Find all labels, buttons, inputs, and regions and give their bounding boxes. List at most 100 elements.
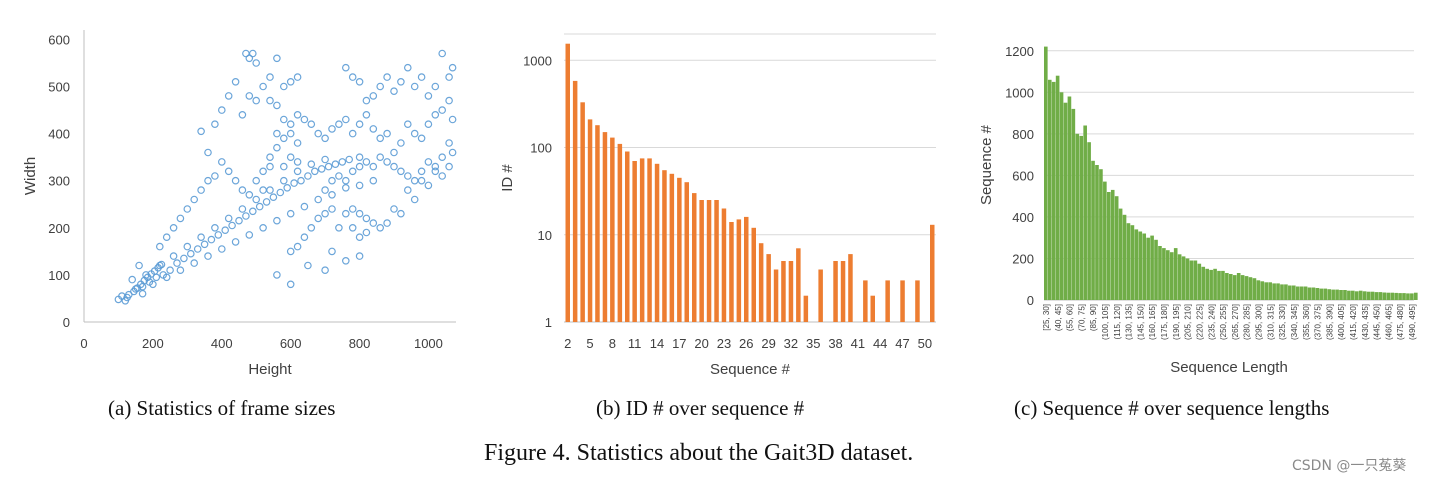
seqlen-x-tick-label: (295, 300] bbox=[1255, 304, 1264, 340]
scatter-point bbox=[397, 78, 405, 86]
seqlen-bar bbox=[1193, 260, 1198, 300]
seqlen-bar bbox=[1146, 237, 1150, 300]
idseq-bar bbox=[863, 280, 868, 322]
scatter-point bbox=[252, 96, 261, 105]
seqlen-x-tick-label: (370, 375] bbox=[1314, 304, 1323, 340]
seqlen-bar bbox=[1162, 248, 1166, 300]
idseq-bar bbox=[751, 227, 756, 322]
seqlen-x-tick-label: (325, 330] bbox=[1278, 304, 1287, 340]
scatter-point bbox=[341, 176, 350, 185]
scatter-point bbox=[410, 82, 419, 91]
seqlen-bar bbox=[1059, 92, 1064, 300]
seqlen-bar bbox=[1402, 293, 1406, 300]
idseq-bar bbox=[788, 261, 794, 322]
scatter-point bbox=[355, 162, 364, 171]
seqlen-bar bbox=[1244, 276, 1249, 300]
idseq-y-tick-label: 1 bbox=[545, 315, 552, 330]
seqlen-bar bbox=[1079, 135, 1084, 300]
idseq-bar bbox=[796, 248, 801, 322]
scatter-point bbox=[259, 82, 267, 91]
seqlen-bar bbox=[1280, 284, 1284, 300]
scatter-point bbox=[293, 73, 302, 81]
scatter-point bbox=[211, 172, 219, 180]
scatter-point bbox=[348, 129, 357, 138]
idseq-y-axis-label: ID # bbox=[499, 164, 516, 192]
scatter-point bbox=[259, 186, 267, 194]
idseq-bar bbox=[818, 269, 823, 322]
seqlen-bar bbox=[1311, 287, 1316, 300]
scatter-point bbox=[307, 224, 316, 232]
seqlen-bar bbox=[1256, 280, 1261, 300]
scatter-point bbox=[338, 158, 347, 166]
scatter-point bbox=[304, 261, 312, 270]
seqlen-x-tick-label: (355, 360] bbox=[1302, 304, 1311, 340]
idseq-x-tick-label: 38 bbox=[828, 336, 842, 351]
seqlen-bar bbox=[1185, 258, 1190, 300]
scatter-point bbox=[348, 205, 357, 213]
seqlen-bar bbox=[1221, 270, 1225, 300]
idseq-bar bbox=[587, 119, 593, 323]
scatter-point bbox=[138, 289, 147, 298]
seqlen-bar bbox=[1354, 291, 1359, 300]
scatter-point bbox=[259, 224, 267, 232]
scatter-point bbox=[341, 115, 350, 124]
scatter-point bbox=[204, 176, 212, 185]
seqlen-bar bbox=[1173, 248, 1178, 300]
scatter-point bbox=[231, 238, 240, 246]
scatter-point bbox=[355, 153, 364, 162]
scatter-x-tick-label: 400 bbox=[211, 336, 233, 351]
scatter-point bbox=[321, 155, 329, 164]
seqlen-bar bbox=[1406, 293, 1410, 300]
idseq-x-tick-label: 26 bbox=[739, 336, 753, 351]
scatter-point bbox=[211, 120, 219, 129]
scatter-point bbox=[300, 115, 309, 124]
seqlen-bar bbox=[1063, 102, 1068, 300]
scatter-point bbox=[355, 209, 364, 218]
scatter-point bbox=[355, 252, 364, 260]
idseq-bar bbox=[758, 243, 764, 322]
scatter-point bbox=[417, 134, 426, 143]
scatter-point bbox=[118, 292, 126, 300]
scatter-point bbox=[383, 158, 391, 166]
scatter-point bbox=[176, 214, 185, 223]
scatter-point bbox=[324, 162, 333, 171]
seqlen-bar bbox=[1307, 287, 1312, 300]
scatter-point bbox=[269, 193, 278, 202]
idseq-bar bbox=[766, 254, 771, 322]
seqlen-x-tick-label: (40, 45] bbox=[1054, 304, 1063, 331]
scatter-point bbox=[228, 221, 236, 230]
scatter-point bbox=[307, 160, 316, 169]
scatter-point bbox=[245, 54, 254, 63]
seqlen-bar bbox=[1351, 290, 1355, 300]
idseq-bar bbox=[669, 173, 675, 322]
seqlen-bar bbox=[1110, 189, 1115, 300]
seqlen-bar bbox=[1390, 292, 1394, 300]
scatter-point bbox=[224, 92, 233, 100]
seqlen-bar bbox=[1205, 268, 1209, 300]
seqlen-bar bbox=[1071, 108, 1076, 301]
scatter-x-tick-label: 600 bbox=[280, 336, 302, 351]
seqlen-y-tick-label: 400 bbox=[1012, 210, 1034, 225]
scatter-point bbox=[376, 224, 385, 232]
seqlen-bar bbox=[1150, 235, 1154, 300]
scatter-point bbox=[345, 155, 354, 164]
seqlen-bar bbox=[1240, 275, 1245, 300]
idseq-bar bbox=[654, 163, 660, 322]
scatter-point bbox=[135, 261, 143, 270]
scatter-point bbox=[293, 158, 302, 166]
scatter-point bbox=[300, 202, 309, 211]
idseq-x-tick-label: 8 bbox=[609, 336, 616, 351]
scatter-point bbox=[286, 209, 295, 218]
idseq-x-tick-label: 11 bbox=[628, 336, 642, 351]
scatter-point bbox=[410, 176, 419, 185]
seqlen-bar bbox=[1378, 292, 1383, 300]
scatter-point bbox=[369, 219, 378, 227]
scatter-point bbox=[445, 96, 453, 105]
seqlen-bar bbox=[1347, 290, 1351, 300]
scatter-x-tick-label: 1000 bbox=[414, 336, 443, 351]
seqlen-x-tick-label: (490, 495] bbox=[1408, 304, 1417, 340]
scatter-point bbox=[231, 176, 240, 185]
seqlen-bar bbox=[1414, 292, 1418, 300]
scatter-point bbox=[328, 247, 336, 256]
idseq-y-tick-label: 1000 bbox=[523, 53, 552, 68]
